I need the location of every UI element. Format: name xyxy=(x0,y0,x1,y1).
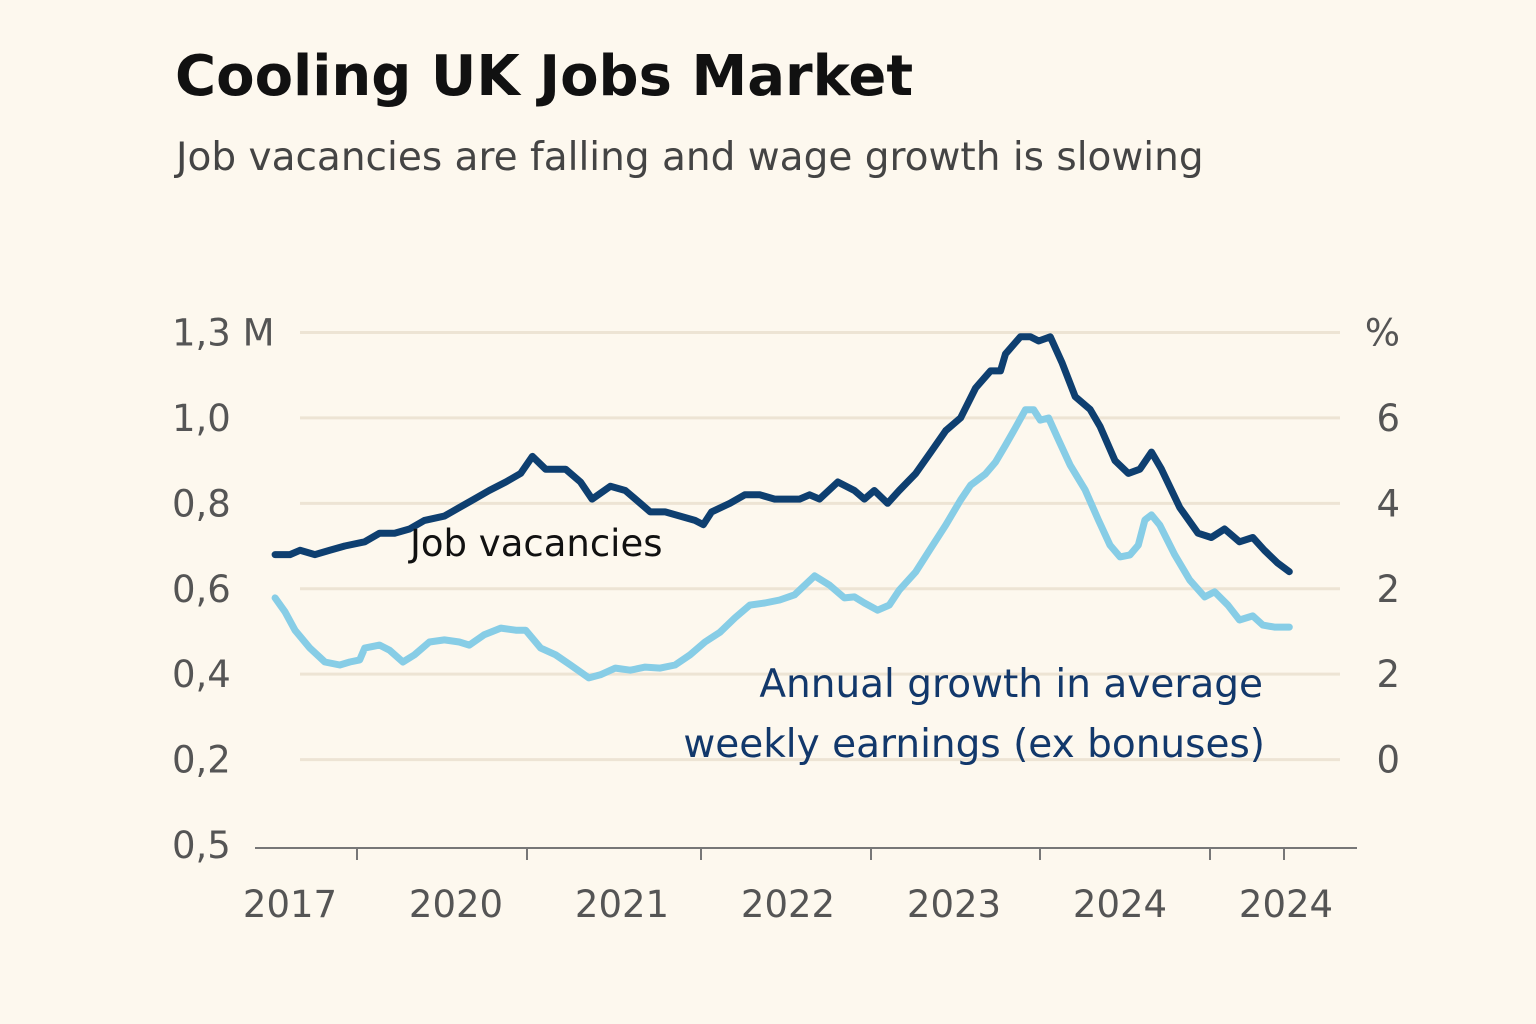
right-tick-label: 0 xyxy=(1376,739,1400,782)
left-tick-label: 1,0 xyxy=(172,397,231,440)
chart-title: Cooling UK Jobs Market xyxy=(175,44,913,109)
x-axis: 2017 2020 2021 2022 2023 2024 2024 xyxy=(243,847,1357,926)
right-tick-label: % xyxy=(1365,312,1400,355)
left-tick-label: 0,4 xyxy=(172,653,231,696)
x-tick-label: 2020 xyxy=(409,883,503,926)
wage-growth-line xyxy=(271,406,1293,682)
left-tick-label: 0,8 xyxy=(172,482,231,525)
chart-subtitle: Job vacancies are falling and wage growt… xyxy=(173,135,1204,180)
x-tick-label: 2017 xyxy=(243,883,337,926)
left-tick-label: 0,2 xyxy=(172,739,231,782)
x-tick-label: 2022 xyxy=(741,883,835,926)
right-axis: 0 2 2 4 6% xyxy=(1365,312,1400,782)
x-tick-label: 2021 xyxy=(575,883,669,926)
x-tick-label: 2024 xyxy=(1239,883,1333,926)
vacancies-series-label: Job vacancies xyxy=(408,522,663,565)
job-vacancies-line xyxy=(271,333,1293,576)
wage-series-label-line2: weekly earnings (ex bonuses) xyxy=(683,722,1265,767)
left-axis: 0,5 0,2 0,4 0,6 0,8 1,0 1,3 M xyxy=(172,312,275,868)
left-tick-label: 0,5 xyxy=(172,824,231,867)
right-tick-label: 2 xyxy=(1376,653,1400,696)
right-tick-label: 6 xyxy=(1376,397,1400,440)
wage-series-label-line1: Annual growth in average xyxy=(759,662,1263,707)
series-lines xyxy=(271,333,1293,682)
x-tick-label: 2023 xyxy=(907,883,1001,926)
right-tick-label: 2 xyxy=(1376,568,1400,611)
x-tick-label: 2024 xyxy=(1073,883,1167,926)
left-tick-label: 1,3 M xyxy=(172,312,275,355)
right-tick-label: 4 xyxy=(1376,482,1400,525)
left-tick-label: 0,6 xyxy=(172,568,231,611)
